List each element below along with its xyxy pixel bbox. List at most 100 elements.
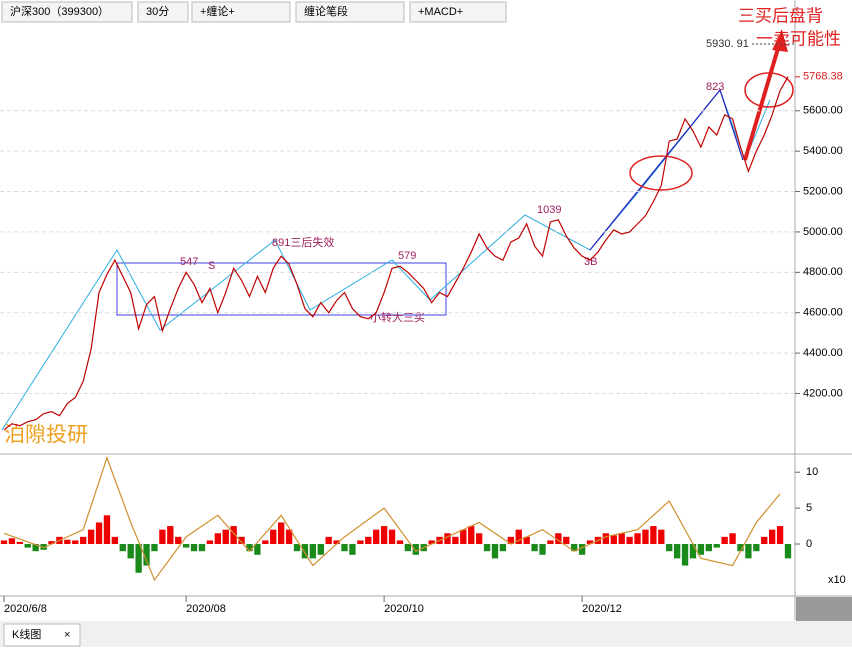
y-tick-label: 5000.00: [803, 226, 843, 238]
macd-bar: [95, 522, 103, 545]
macd-bar: [301, 544, 309, 559]
tab[interactable]: [3, 623, 81, 647]
toolbar-button[interactable]: [1, 1, 133, 23]
macd-bar: [626, 536, 633, 545]
macd-bar: [460, 529, 467, 545]
macd-bar: [642, 529, 649, 545]
macd-bar: [325, 536, 332, 545]
macd-bar: [87, 529, 95, 545]
macd-bar: [555, 533, 562, 545]
note: 823: [706, 81, 724, 93]
macd-bar: [475, 533, 483, 545]
scroll-corner: [796, 597, 852, 621]
unit-label: x10: [828, 574, 846, 586]
toolbar-label: +缠论+: [200, 4, 235, 18]
macd-bar: [167, 526, 174, 545]
y-tick-label: 5400.00: [803, 145, 843, 157]
macd-bar: [72, 540, 79, 545]
macd-bar: [309, 544, 317, 559]
macd-bar: [729, 533, 736, 545]
macd-bar: [151, 544, 158, 552]
macd-bar: [341, 544, 348, 552]
y-tick-label: 5600.00: [803, 105, 843, 117]
macd-bar: [483, 544, 491, 552]
macd-bar: [571, 544, 578, 552]
macd-bar: [507, 536, 514, 545]
y-tick-label: 5200.00: [803, 185, 843, 197]
macd-bar: [428, 540, 435, 545]
macd-bar: [143, 544, 150, 566]
macd-bar: [380, 526, 388, 545]
macd-bar: [452, 536, 459, 545]
macd-bar: [254, 544, 261, 555]
macd-bar: [182, 544, 190, 548]
tab-close[interactable]: ×: [64, 629, 70, 641]
macd-bar: [761, 536, 768, 545]
macd-bar: [262, 540, 269, 545]
macd-bar: [278, 522, 285, 545]
macd-bar: [697, 544, 705, 555]
macd-bar: [618, 533, 625, 545]
macd-bar: [238, 536, 245, 545]
macd-bar: [713, 544, 720, 548]
macd-bar: [515, 529, 522, 545]
macd-bar: [491, 544, 499, 559]
y-tick-label: 4200.00: [803, 387, 843, 399]
note: 579: [398, 250, 416, 262]
note: 1039: [537, 204, 561, 216]
toolbar-label: 缠论笔段: [304, 4, 348, 18]
macd-bar: [285, 529, 293, 545]
macd-bar: [159, 529, 166, 545]
macd-bar: [784, 544, 792, 559]
macd-bar: [650, 526, 657, 545]
macd-bar: [293, 544, 301, 552]
macd-bar: [230, 526, 237, 545]
macd-bar: [32, 544, 39, 552]
macd-bar: [745, 544, 752, 559]
macd-bar: [539, 544, 546, 555]
macd-bar: [270, 529, 277, 545]
macd-bar: [8, 538, 16, 545]
macd-bar: [80, 536, 87, 545]
macd-bar: [523, 536, 530, 545]
macd-bar: [404, 544, 412, 552]
toolbar-button[interactable]: [191, 1, 291, 23]
macd-bar: [119, 544, 126, 552]
macd-bar: [317, 544, 324, 555]
y-tick-label: 0: [806, 538, 812, 550]
macd-bar: [127, 544, 134, 559]
macd-bar: [388, 529, 396, 545]
macd-bar: [222, 529, 229, 545]
macd-bar: [24, 544, 31, 548]
watermark: 泊隙投研: [4, 424, 88, 447]
macd-bar: [499, 544, 507, 552]
macd-bar: [396, 540, 404, 545]
macd-bar: [547, 540, 554, 545]
macd-bar: [578, 544, 586, 555]
macd-bar: [468, 526, 475, 545]
macd-bar: [563, 536, 570, 545]
macd-bar: [0, 540, 8, 545]
macd-bar: [634, 533, 641, 545]
macd-bar: [111, 536, 119, 545]
toolbar-button[interactable]: [295, 1, 405, 23]
high-label: 5930. 91: [706, 38, 749, 50]
arrow: [743, 44, 781, 161]
tab-bar: [0, 621, 852, 647]
macd-bar: [48, 541, 55, 545]
macd-bar: [333, 540, 340, 545]
callout: 三买后盘背: [738, 6, 823, 25]
toolbar-button[interactable]: [409, 1, 507, 23]
macd-bar: [681, 544, 689, 566]
macd-bar: [190, 544, 198, 552]
y-tick-label: 4800.00: [803, 266, 843, 278]
toolbar-button[interactable]: [137, 1, 189, 23]
macd-bar: [705, 544, 712, 552]
macd-bar: [586, 540, 594, 545]
macd-bar: [214, 533, 221, 545]
segment-line: [589, 88, 744, 251]
macd-bar: [689, 544, 697, 559]
macd-bar: [246, 544, 253, 552]
macd-bar: [531, 544, 538, 552]
